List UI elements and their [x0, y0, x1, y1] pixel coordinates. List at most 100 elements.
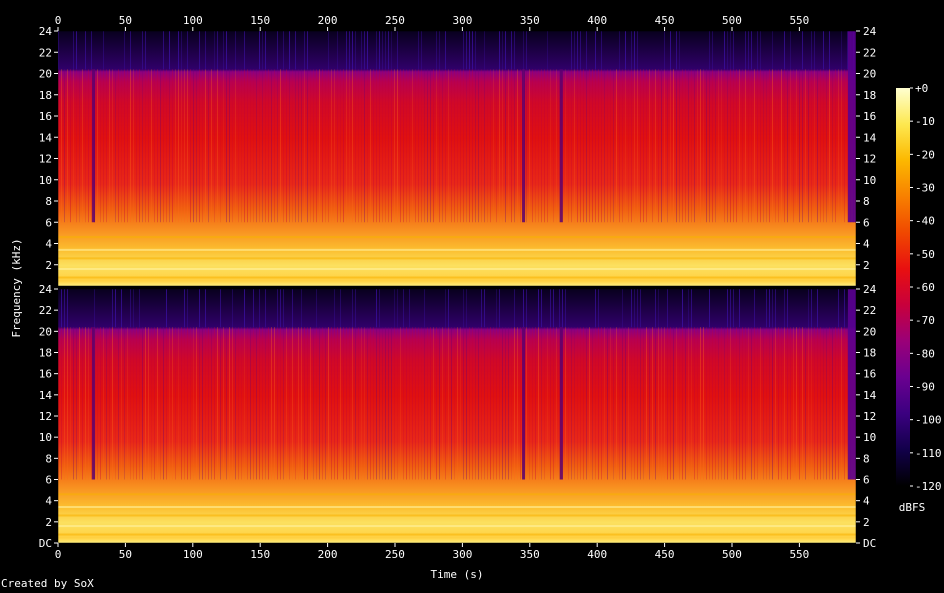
texture-streak: [313, 327, 314, 480]
texture-streak: [514, 327, 515, 480]
texture-streak: [379, 69, 380, 223]
texture-streak: [220, 289, 221, 328]
texture-streak: [463, 327, 464, 480]
texture-streak: [199, 69, 200, 223]
texture-streak: [439, 327, 440, 480]
texture-streak: [94, 289, 95, 328]
texture-streak: [730, 31, 731, 70]
texture-streak: [826, 69, 827, 223]
texture-streak: [409, 289, 410, 328]
texture-streak: [778, 69, 779, 223]
texture-streak: [583, 327, 584, 480]
y-tick-label: 20: [863, 68, 876, 81]
texture-streak: [364, 31, 365, 70]
texture-streak: [376, 289, 377, 328]
texture-streak: [244, 327, 245, 480]
y-tick-label: 16: [39, 368, 52, 381]
texture-streak: [274, 69, 275, 223]
texture-streak: [115, 289, 116, 328]
texture-streak: [658, 327, 659, 480]
y-tick-label: 2: [863, 259, 870, 272]
texture-streak: [595, 69, 596, 223]
colorbar-tick-label: -10: [915, 115, 935, 128]
texture-streak: [616, 69, 617, 223]
texture-streak: [817, 69, 818, 223]
texture-streak: [754, 289, 755, 328]
texture-streak: [265, 69, 266, 223]
texture-streak: [286, 69, 287, 223]
texture-streak: [193, 327, 194, 480]
texture-streak: [538, 327, 539, 480]
texture-streak: [283, 69, 284, 223]
texture-streak: [535, 327, 536, 480]
texture-streak: [613, 327, 614, 480]
texture-streak: [133, 327, 134, 480]
texture-streak: [223, 327, 224, 480]
texture-streak: [184, 289, 185, 328]
texture-streak: [406, 69, 407, 223]
texture-streak: [448, 289, 449, 328]
texture-streak: [733, 327, 734, 480]
texture-streak: [82, 327, 83, 480]
texture-streak: [493, 69, 494, 223]
y-tick-label: 24: [39, 283, 53, 296]
texture-streak: [622, 69, 623, 223]
texture-streak: [199, 289, 200, 328]
texture-streak: [694, 327, 695, 480]
texture-streak: [319, 69, 320, 223]
texture-streak: [769, 289, 770, 328]
credit-text: Created by SoX: [1, 577, 94, 590]
texture-streak: [61, 69, 62, 223]
texture-streak: [577, 31, 578, 70]
texture-streak: [508, 69, 509, 223]
texture-streak: [817, 327, 818, 480]
y-tick-label: 12: [39, 153, 52, 166]
texture-streak: [187, 69, 188, 223]
texture-streak: [511, 69, 512, 223]
y-tick-label: 20: [863, 325, 876, 338]
texture-streak: [652, 327, 653, 480]
texture-streak: [625, 69, 626, 223]
texture-streak: [829, 327, 830, 480]
y-tick-label: 6: [45, 216, 52, 229]
texture-streak: [547, 69, 548, 223]
texture-streak: [142, 31, 143, 70]
y-tick-label: 6: [863, 216, 870, 229]
texture-streak: [355, 289, 356, 328]
texture-streak: [823, 327, 824, 480]
texture-streak: [118, 69, 119, 223]
texture-streak: [760, 31, 761, 70]
texture-streak: [364, 327, 365, 480]
texture-streak: [757, 69, 758, 223]
texture-streak: [277, 31, 278, 70]
texture-streak: [709, 327, 710, 480]
y-tick-label: 18: [39, 347, 52, 360]
texture-streak: [154, 327, 155, 480]
texture-streak: [673, 327, 674, 480]
texture-streak: [379, 327, 380, 480]
texture-streak: [484, 289, 485, 328]
texture-streak: [310, 69, 311, 223]
harmonic-band: [58, 276, 856, 279]
texture-streak: [760, 69, 761, 223]
texture-streak: [169, 31, 170, 70]
texture-streak: [70, 69, 71, 223]
texture-streak: [751, 327, 752, 480]
texture-streak: [259, 289, 260, 328]
texture-streak: [571, 69, 572, 223]
texture-streak: [205, 327, 206, 480]
y-tick-label: 16: [863, 110, 876, 123]
texture-streak: [100, 327, 101, 480]
texture-streak: [547, 327, 548, 480]
texture-streak: [706, 327, 707, 480]
x-tick-label: 50: [119, 548, 132, 561]
texture-streak: [796, 69, 797, 223]
texture-streak: [553, 327, 554, 480]
texture-streak: [190, 327, 191, 480]
texture-streak: [373, 327, 374, 480]
texture-streak: [91, 327, 92, 480]
texture-streak: [130, 327, 131, 480]
texture-streak: [289, 69, 290, 223]
texture-streak: [223, 69, 224, 223]
x-tick-label: 450: [655, 548, 675, 561]
